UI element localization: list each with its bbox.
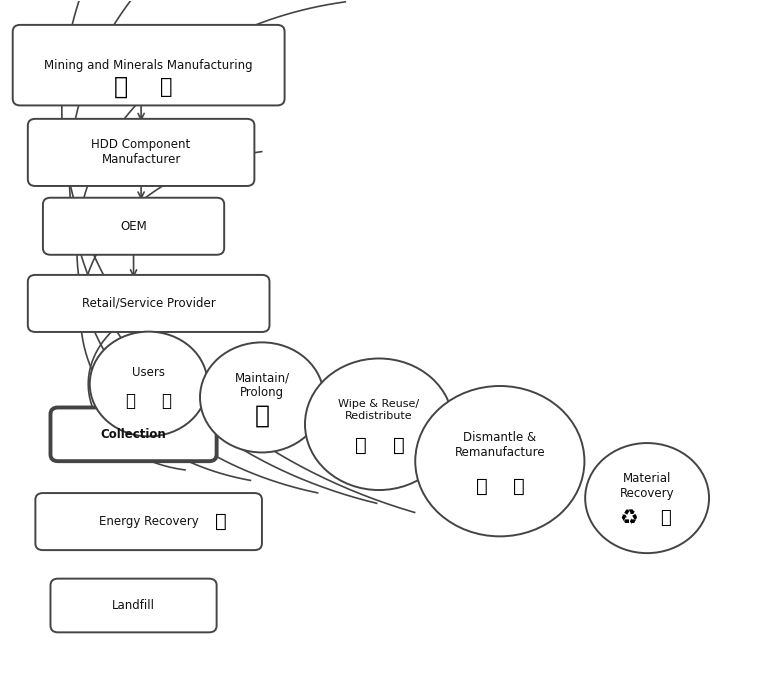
Circle shape	[200, 342, 324, 452]
Text: 🔧: 🔧	[255, 404, 269, 427]
Text: 🏭: 🏭	[160, 77, 172, 96]
FancyBboxPatch shape	[28, 275, 270, 332]
Circle shape	[89, 332, 208, 436]
Text: Material
Recovery: Material Recovery	[620, 472, 675, 500]
Text: Wipe & Reuse/
Redistribute: Wipe & Reuse/ Redistribute	[338, 399, 420, 421]
Circle shape	[305, 359, 453, 490]
Text: Maintain/
Prolong: Maintain/ Prolong	[234, 371, 290, 399]
FancyBboxPatch shape	[51, 408, 217, 461]
FancyBboxPatch shape	[43, 197, 224, 255]
Circle shape	[415, 386, 584, 537]
Text: Landfill: Landfill	[112, 599, 155, 612]
Text: 👥: 👥	[161, 392, 171, 410]
Text: Energy Recovery: Energy Recovery	[99, 515, 199, 528]
Text: 🔒: 🔒	[355, 436, 367, 455]
Text: Collection: Collection	[101, 428, 167, 441]
Text: OEM: OEM	[121, 220, 147, 233]
Text: Dismantle &
Remanufacture: Dismantle & Remanufacture	[455, 431, 545, 458]
Text: 🔥: 🔥	[215, 512, 227, 531]
Text: HDD Component
Manufacturer: HDD Component Manufacturer	[92, 138, 191, 166]
Text: 🧲: 🧲	[476, 477, 487, 495]
Text: ⛏: ⛏	[661, 510, 672, 527]
Text: Users: Users	[132, 366, 165, 379]
Text: Mining and Minerals Manufacturing: Mining and Minerals Manufacturing	[45, 59, 253, 71]
Circle shape	[585, 443, 709, 553]
FancyBboxPatch shape	[13, 25, 284, 105]
FancyBboxPatch shape	[51, 579, 217, 632]
FancyBboxPatch shape	[36, 493, 262, 550]
Text: 🏭: 🏭	[513, 477, 525, 495]
FancyBboxPatch shape	[28, 119, 255, 186]
Text: 💿: 💿	[393, 436, 405, 455]
Text: Retail/Service Provider: Retail/Service Provider	[82, 297, 215, 310]
Text: 🖥: 🖥	[125, 392, 135, 410]
Text: ⛏: ⛏	[114, 75, 128, 98]
Text: ♻: ♻	[619, 508, 637, 528]
